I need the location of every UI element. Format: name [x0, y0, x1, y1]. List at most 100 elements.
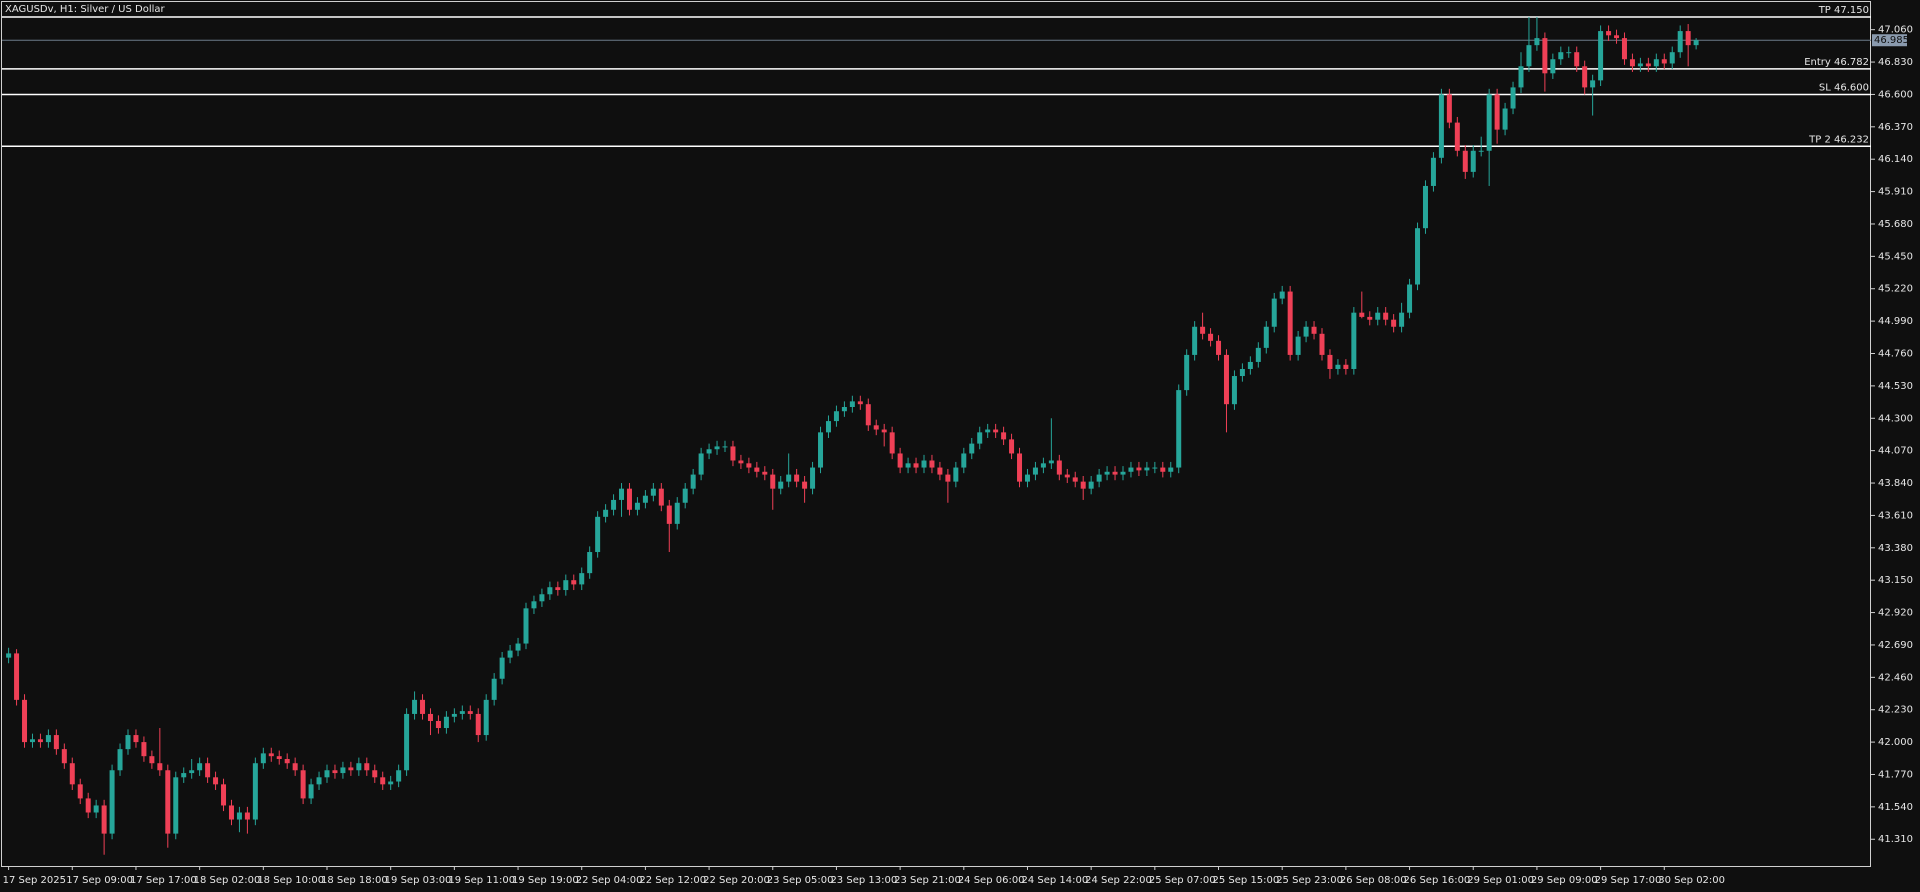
candle-body	[738, 460, 744, 464]
y-tick-label: 44.300	[1878, 413, 1913, 424]
candle-body	[993, 429, 999, 433]
candle-body	[690, 474, 696, 489]
candle-body	[706, 449, 712, 454]
x-tick-label: 18 Sep 10:00	[257, 875, 324, 886]
candle-body	[1327, 354, 1333, 369]
candle-body	[404, 713, 410, 771]
candle-body	[491, 678, 497, 700]
x-tick-label: 24 Sep 22:00	[1085, 875, 1152, 886]
candle-body	[451, 713, 457, 717]
level-label: TP 47.150	[1818, 5, 1869, 16]
candle-body	[173, 777, 179, 834]
x-tick-label: 25 Sep 23:00	[1276, 875, 1343, 886]
candle-body	[189, 770, 195, 774]
candle-body	[435, 720, 441, 729]
candle-body	[857, 401, 863, 405]
candle-body	[961, 453, 967, 468]
candle-body	[873, 425, 879, 430]
candle-body	[762, 471, 768, 475]
candle-body	[794, 474, 800, 482]
x-tick-label: 22 Sep 20:00	[703, 875, 770, 886]
x-tick-label: 25 Sep 15:00	[1213, 875, 1280, 886]
candle-body	[372, 770, 378, 778]
y-tick-label: 41.540	[1878, 802, 1913, 813]
candle-body	[1375, 312, 1381, 320]
candle-body	[682, 488, 688, 503]
candle-body	[595, 516, 601, 553]
candle-body	[634, 502, 640, 510]
candle-body	[316, 777, 322, 785]
candle-body	[1080, 481, 1086, 489]
candle-body	[1064, 474, 1070, 478]
candle-body	[221, 784, 227, 806]
candle-body	[1184, 354, 1190, 391]
candle-body	[1566, 52, 1572, 54]
candle-body	[547, 587, 553, 595]
candle-body	[1621, 38, 1627, 60]
y-tick-label: 42.230	[1878, 705, 1913, 716]
candle-body	[53, 735, 59, 750]
y-tick-label: 47.060	[1878, 25, 1913, 36]
candle-body	[1295, 336, 1301, 355]
chart-title: XAGUSDv, H1: Silver / US Dollar	[5, 4, 165, 15]
level-label: SL 46.600	[1819, 82, 1869, 93]
candle-body	[985, 429, 991, 433]
candle-body	[953, 467, 959, 482]
x-tick-label: 29 Sep 01:00	[1467, 875, 1534, 886]
candle-body	[228, 805, 234, 820]
candle-body	[1192, 326, 1198, 355]
candle-body	[1216, 340, 1222, 355]
y-tick-label: 41.310	[1878, 834, 1913, 845]
candle-body	[45, 735, 51, 743]
candle-body	[1526, 45, 1532, 67]
candle-body	[1685, 31, 1691, 46]
candle-body	[1518, 66, 1524, 88]
candle-body	[897, 453, 903, 468]
candle-body	[213, 777, 219, 785]
candle-body	[467, 711, 473, 714]
y-tick-label: 44.530	[1878, 381, 1913, 392]
candle-body	[1367, 316, 1373, 320]
candle-body	[37, 739, 43, 743]
candle-body	[1598, 31, 1604, 81]
candle-body	[1391, 319, 1397, 327]
candle-body	[810, 467, 816, 489]
y-tick-label: 44.760	[1878, 349, 1913, 360]
x-tick-label: 19 Sep 03:00	[385, 875, 452, 886]
candle-body	[825, 421, 831, 433]
current-price-label: 46.985	[1874, 35, 1909, 46]
candle-body	[1056, 460, 1062, 475]
candle-body	[499, 657, 505, 679]
candle-body	[475, 713, 481, 736]
y-tick-label: 41.770	[1878, 769, 1913, 780]
candle-body	[1096, 474, 1102, 482]
y-tick-label: 42.000	[1878, 737, 1913, 748]
y-tick-label: 46.370	[1878, 122, 1913, 133]
candle-body	[881, 429, 887, 433]
candle-body	[1669, 52, 1675, 64]
candle-body	[1590, 80, 1596, 88]
x-tick-label: 18 Sep 02:00	[194, 875, 261, 886]
candle-body	[698, 453, 704, 475]
x-tick-label: 24 Sep 14:00	[1021, 875, 1088, 886]
candle-body	[1510, 87, 1516, 109]
y-tick-label: 45.910	[1878, 187, 1913, 198]
candle-body	[905, 463, 911, 468]
candle-body	[587, 552, 593, 574]
candle-body	[117, 749, 123, 771]
candle-body	[77, 784, 83, 799]
y-tick-label: 46.140	[1878, 154, 1913, 165]
candle-body	[555, 587, 561, 591]
y-tick-label: 43.610	[1878, 510, 1913, 521]
y-tick-label: 46.600	[1878, 89, 1913, 100]
candle-body	[427, 713, 433, 721]
candle-body	[642, 495, 648, 503]
candle-body	[197, 763, 203, 771]
candle-body	[1168, 467, 1174, 472]
candle-body	[6, 653, 12, 658]
candle-body	[1072, 477, 1078, 482]
candle-body	[818, 432, 824, 468]
level-label: TP 2 46.232	[1808, 134, 1869, 145]
candle-body	[889, 432, 895, 454]
